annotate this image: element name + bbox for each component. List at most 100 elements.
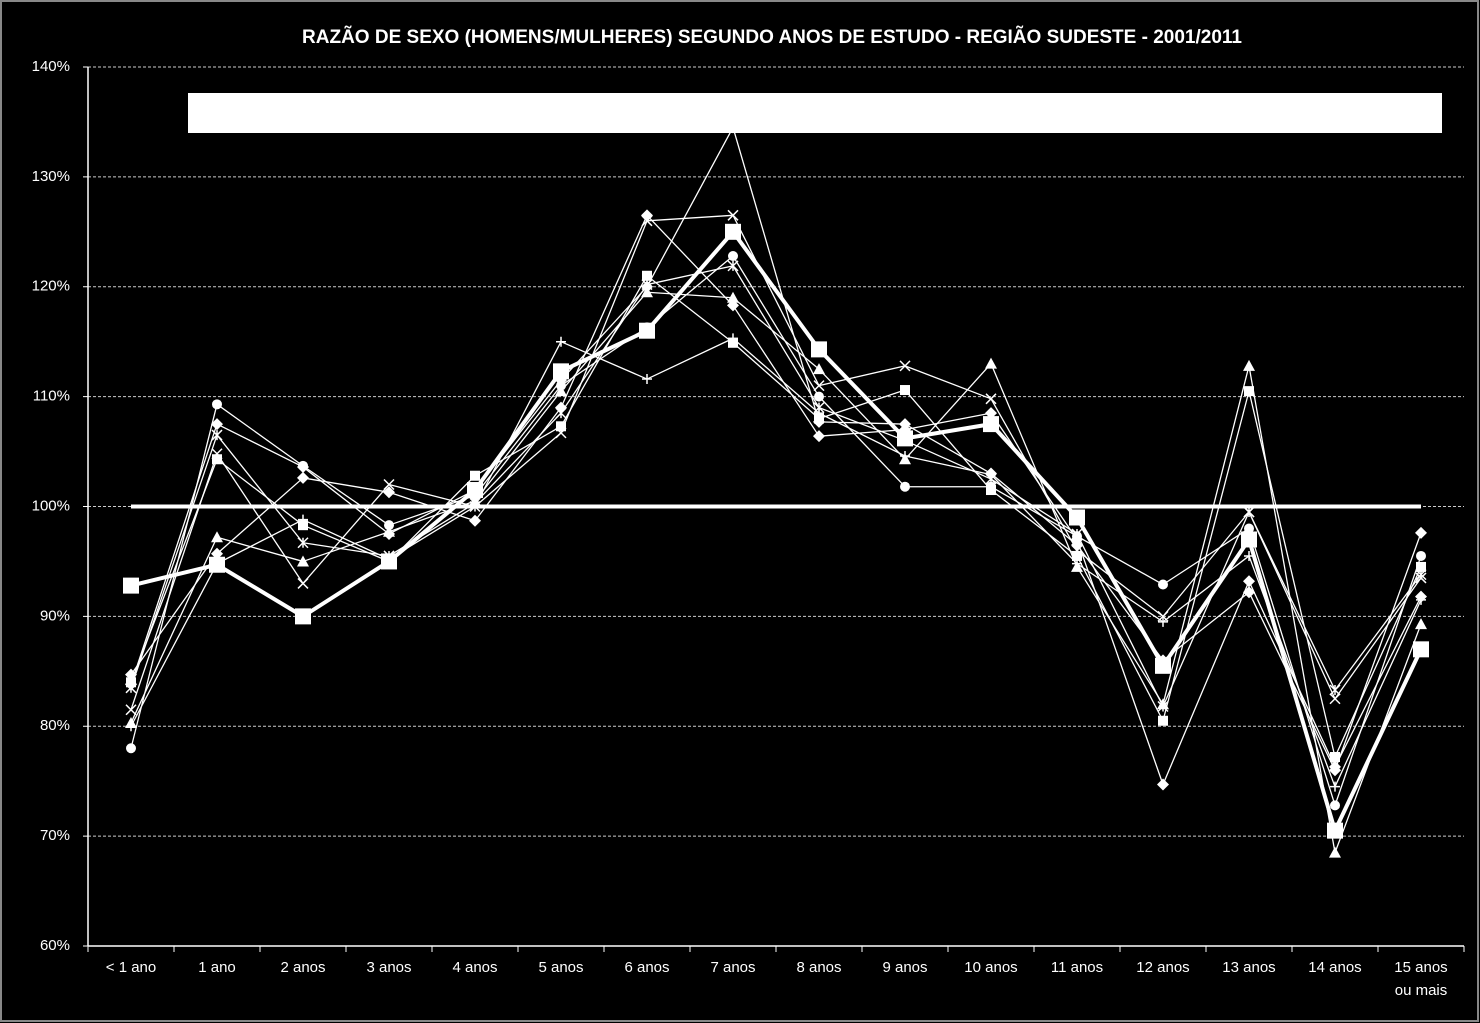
marker bbox=[553, 363, 569, 380]
marker bbox=[1413, 641, 1429, 658]
x-tick-label: 13 anos bbox=[1222, 959, 1275, 976]
x-tick-label: 15 anos ou mais bbox=[1394, 959, 1447, 999]
marker bbox=[899, 360, 911, 372]
marker bbox=[725, 223, 741, 240]
marker bbox=[900, 450, 910, 461]
marker bbox=[212, 454, 222, 465]
marker bbox=[556, 336, 566, 347]
y-tick-label: 100% bbox=[32, 497, 70, 514]
marker bbox=[1329, 693, 1341, 705]
marker bbox=[899, 418, 911, 431]
marker bbox=[298, 514, 308, 525]
x-tick-label: 12 anos bbox=[1136, 959, 1189, 976]
marker bbox=[900, 385, 910, 396]
series-line bbox=[130, 214, 1422, 710]
marker bbox=[641, 280, 653, 293]
marker bbox=[1327, 822, 1343, 839]
marker bbox=[212, 399, 222, 410]
marker bbox=[1330, 800, 1340, 811]
marker bbox=[639, 322, 655, 339]
marker bbox=[297, 577, 309, 589]
marker bbox=[727, 291, 739, 303]
marker bbox=[1158, 616, 1168, 627]
series-line bbox=[130, 229, 1423, 833]
x-tick-label: 14 anos bbox=[1308, 959, 1361, 976]
marker bbox=[211, 429, 223, 441]
marker bbox=[383, 478, 395, 491]
marker bbox=[1243, 575, 1255, 588]
marker bbox=[1416, 561, 1426, 572]
x-tick-label: 1 ano bbox=[198, 959, 236, 976]
marker bbox=[814, 391, 824, 402]
marker bbox=[985, 467, 997, 480]
marker bbox=[986, 485, 996, 496]
marker bbox=[469, 497, 481, 509]
x-tick-label: 7 anos bbox=[710, 959, 755, 976]
marker bbox=[469, 514, 481, 527]
y-tick-label: 120% bbox=[32, 278, 70, 295]
marker bbox=[211, 418, 223, 431]
series-line bbox=[130, 126, 1422, 771]
marker bbox=[642, 270, 652, 281]
x-tick-label: 2 anos bbox=[280, 959, 325, 976]
x-tick-label: 10 anos bbox=[964, 959, 1017, 976]
series-line bbox=[130, 337, 1422, 788]
marker bbox=[1155, 657, 1171, 674]
marker bbox=[297, 537, 309, 549]
marker bbox=[1329, 684, 1341, 696]
marker bbox=[897, 430, 913, 447]
marker bbox=[813, 380, 825, 392]
series-line bbox=[130, 275, 1422, 758]
y-tick-label: 80% bbox=[40, 717, 70, 734]
x-tick-label: < 1 ano bbox=[106, 959, 156, 976]
series-line bbox=[130, 265, 1422, 708]
marker bbox=[727, 260, 739, 272]
marker bbox=[1330, 752, 1340, 763]
marker bbox=[125, 678, 137, 691]
marker bbox=[983, 416, 999, 433]
marker bbox=[1415, 618, 1427, 630]
marker bbox=[555, 407, 567, 419]
marker bbox=[555, 385, 567, 397]
marker bbox=[1329, 764, 1341, 777]
marker bbox=[642, 374, 652, 385]
marker bbox=[813, 430, 825, 443]
marker bbox=[209, 556, 225, 573]
series-line bbox=[130, 214, 1422, 786]
marker bbox=[467, 482, 483, 499]
marker bbox=[384, 520, 394, 531]
marker bbox=[556, 421, 566, 432]
y-tick-label: 140% bbox=[32, 58, 70, 75]
marker bbox=[1243, 586, 1255, 599]
marker bbox=[211, 531, 223, 543]
marker bbox=[297, 555, 309, 567]
marker bbox=[1330, 781, 1340, 792]
marker bbox=[298, 520, 308, 531]
x-tick-label: 9 anos bbox=[882, 959, 927, 976]
marker bbox=[1243, 506, 1255, 518]
marker bbox=[295, 608, 311, 625]
marker bbox=[1244, 523, 1254, 534]
marker bbox=[1158, 715, 1168, 726]
marker bbox=[985, 393, 997, 405]
series-line bbox=[130, 291, 1422, 854]
marker bbox=[641, 215, 653, 227]
marker bbox=[125, 704, 137, 716]
marker bbox=[123, 577, 139, 594]
marker bbox=[1415, 569, 1427, 581]
marker bbox=[813, 363, 825, 375]
chart-title: RAZÃO DE SEXO (HOMENS/MULHERES) SEGUNDO … bbox=[302, 26, 1242, 48]
y-tick-label: 70% bbox=[40, 827, 70, 844]
marker bbox=[1072, 550, 1082, 561]
marker bbox=[727, 209, 739, 221]
marker bbox=[728, 250, 738, 261]
marker bbox=[1416, 550, 1426, 561]
marker bbox=[297, 471, 309, 484]
marker bbox=[1416, 594, 1426, 605]
marker bbox=[1157, 778, 1169, 791]
marker bbox=[1244, 386, 1254, 397]
y-tick-label: 90% bbox=[40, 607, 70, 624]
marker bbox=[383, 527, 395, 540]
marker bbox=[383, 486, 395, 499]
